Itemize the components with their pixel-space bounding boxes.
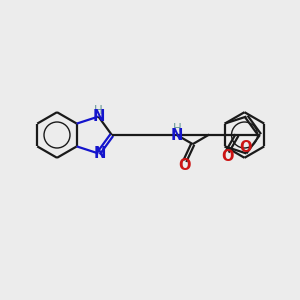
Text: N: N — [94, 146, 106, 161]
Text: O: O — [178, 158, 191, 173]
Text: N: N — [171, 128, 183, 142]
Text: N: N — [92, 109, 105, 124]
Text: O: O — [240, 140, 252, 155]
Text: H: H — [172, 122, 181, 135]
Text: H: H — [94, 104, 103, 117]
Text: O: O — [221, 149, 234, 164]
